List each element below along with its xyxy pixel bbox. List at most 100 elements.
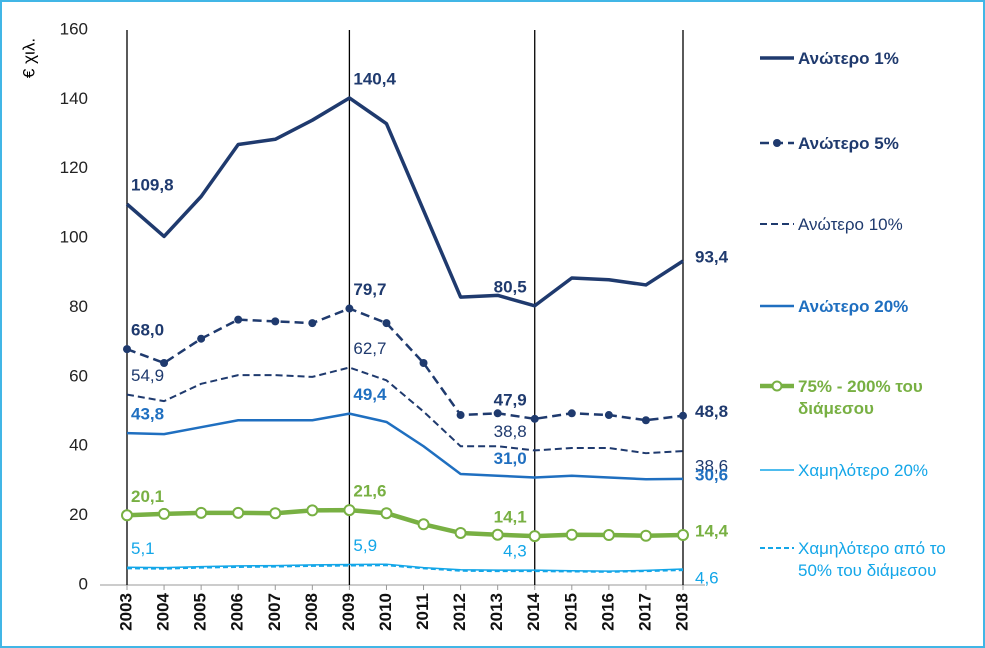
marker [567, 409, 576, 418]
marker [639, 529, 652, 542]
x-tick-label: 2017 [635, 593, 654, 631]
marker [677, 529, 689, 542]
marker [528, 530, 541, 543]
data-label: 5,1 [131, 539, 155, 558]
data-label: 47,9 [494, 390, 527, 409]
legend-swatch [760, 139, 794, 147]
legend-label: Ανώτερο 20% [798, 297, 909, 316]
x-tick-label: 2005 [191, 593, 210, 631]
legend-entry: Ανώτερο 5% [760, 133, 980, 155]
legend-entry: Ανώτερο 1% [760, 48, 980, 70]
marker [271, 317, 280, 326]
data-label: 43,8 [131, 405, 164, 424]
marker [417, 518, 430, 531]
series-line [126, 507, 684, 539]
marker [530, 414, 539, 423]
x-tick-label: 2004 [154, 592, 173, 630]
series-line [125, 96, 684, 308]
data-label: 38,8 [494, 422, 527, 441]
series-line [126, 366, 684, 455]
x-tick-label: 2015 [561, 593, 580, 631]
y-tick-label: 80 [69, 297, 88, 316]
data-label: 68,0 [131, 321, 164, 340]
legend-label: 75% - 200% του διάμεσου [798, 377, 923, 418]
legend-entry: Χαμηλότερο 20% [760, 460, 980, 482]
marker [160, 359, 169, 367]
x-tick-label: 2009 [339, 593, 358, 631]
x-tick-label: 2003 [116, 593, 135, 631]
x-tick-label: 2006 [228, 593, 247, 631]
series-line [126, 564, 684, 573]
legend-marker [771, 380, 783, 392]
marker [345, 304, 354, 313]
marker [382, 319, 391, 328]
data-label: 30,6 [695, 465, 728, 484]
data-label: 21,6 [353, 482, 386, 501]
marker [491, 528, 504, 541]
marker [454, 526, 467, 539]
data-label: 4,3 [503, 542, 527, 561]
series-line [126, 412, 684, 481]
legend-label: Χαμηλότερο 20% [798, 461, 929, 480]
y-tick-label: 20 [69, 505, 88, 524]
series-line [126, 563, 684, 572]
marker [269, 507, 282, 520]
data-label: 93,4 [695, 248, 729, 267]
data-label: 109,8 [131, 176, 174, 195]
data-label: 49,4 [353, 385, 387, 404]
data-label: 48,8 [695, 402, 728, 421]
data-label: 14,4 [695, 522, 729, 541]
x-tick-label: 2012 [450, 593, 469, 631]
legend-swatch [760, 304, 794, 308]
legend-entry: 75% - 200% του διάμεσου [760, 376, 980, 420]
y-tick-label: 160 [60, 19, 88, 38]
marker [197, 334, 206, 343]
legend-label: Ανώτερο 5% [798, 134, 899, 153]
marker [380, 507, 393, 520]
y-tick-label: 0 [79, 574, 88, 593]
y-axis-label: € χιλ. [19, 38, 38, 78]
marker [604, 411, 613, 420]
x-tick-label: 2008 [302, 593, 321, 631]
marker [195, 506, 208, 519]
x-tick-label: 2018 [672, 593, 691, 631]
legend-swatch [760, 469, 794, 471]
data-label: 20,1 [131, 487, 164, 506]
data-label: 4,6 [695, 569, 719, 588]
marker [565, 528, 578, 541]
legend-swatch [760, 56, 794, 60]
marker [121, 509, 133, 522]
data-label: 38,6 [695, 457, 728, 476]
legend-label: Ανώτερο 10% [798, 215, 903, 234]
marker [158, 507, 171, 520]
data-label: 140,4 [353, 69, 396, 88]
legend-entry: Ανώτερο 20% [760, 296, 980, 318]
marker [123, 345, 131, 354]
y-tick-label: 120 [60, 158, 88, 177]
marker [306, 504, 319, 517]
marker [679, 411, 687, 420]
x-tick-label: 2010 [376, 593, 395, 631]
legend-entry: Χαμηλότερο από το 50% του διάμεσου [760, 538, 980, 582]
marker [234, 315, 243, 324]
data-label: 5,9 [353, 536, 377, 555]
x-tick-label: 2013 [487, 593, 506, 631]
y-tick-label: 40 [69, 436, 88, 455]
legend-entry: Ανώτερο 10% [760, 214, 980, 236]
y-tick-label: 140 [60, 89, 88, 108]
legend-swatch [760, 547, 794, 549]
marker [343, 504, 356, 517]
x-tick-label: 2016 [598, 593, 617, 631]
legend-label: Χαμηλότερο από το 50% του διάμεσου [798, 539, 946, 580]
y-tick-label: 100 [60, 228, 88, 247]
data-label: 14,1 [494, 508, 527, 527]
marker [641, 416, 650, 425]
marker [602, 529, 615, 542]
marker [493, 409, 502, 418]
series-line [126, 307, 684, 422]
y-tick-label: 60 [69, 366, 88, 385]
data-label: 79,7 [353, 280, 386, 299]
